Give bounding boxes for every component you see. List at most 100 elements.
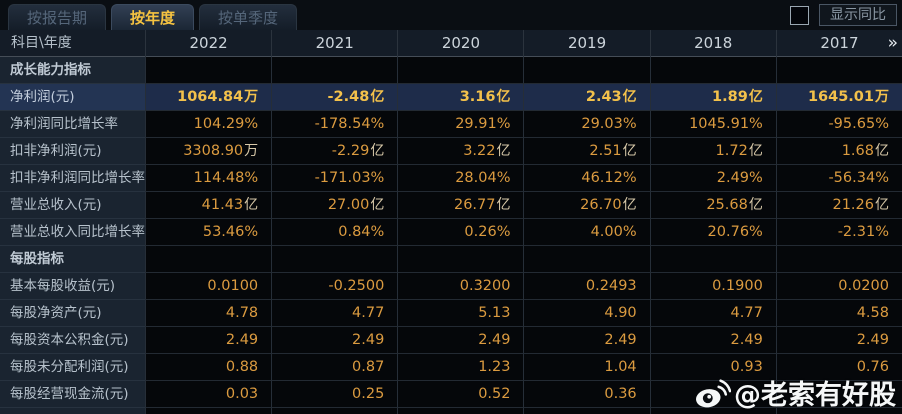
table-cell: 1645.01万 <box>775 84 902 111</box>
row-label: 每股经营现金流(元) <box>0 381 145 408</box>
table-row[interactable]: 净利润(元) 1064.84万 -2.48亿 3.16亿 2.43亿 1.89亿 1645.… <box>0 84 902 111</box>
table-cell: 0.52 <box>397 381 524 408</box>
table-cell: 104.29% <box>145 111 272 138</box>
table-cell <box>649 381 776 408</box>
table-cell <box>649 246 776 273</box>
table-cell <box>271 408 398 414</box>
table-cell: 0.93 <box>649 354 776 381</box>
show-yoy-button[interactable]: 显示同比 <box>819 4 897 26</box>
table-cell <box>523 246 650 273</box>
tab-by-report-period[interactable]: 按报告期 <box>8 4 107 30</box>
table-cell: 4.77 <box>271 300 398 327</box>
table-cell: 0.1900 <box>649 273 776 300</box>
row-label: 净利润(元) <box>0 84 145 111</box>
table-cell: 29.91% <box>397 111 524 138</box>
table-cell: 2.49 <box>775 327 902 354</box>
table-cell: 0.36 <box>523 381 650 408</box>
row-label: 每股净资产(元) <box>0 300 145 327</box>
table-cell: 0.88 <box>145 354 272 381</box>
table-cell: 2.49 <box>649 327 776 354</box>
table-cell: 4.00% <box>523 219 650 246</box>
table-cell: -2.48亿 <box>271 84 398 111</box>
row-label: 营业总收入同比增长率 <box>0 219 145 246</box>
table-cell: 3308.90万 <box>145 138 272 165</box>
table-row[interactable]: 营业总收入(元) 41.43亿 27.00亿 26.77亿 26.70亿 25.68亿 21… <box>0 192 902 219</box>
table-row[interactable]: 每股经营现金流(元) 0.03 0.25 0.52 0.36 <box>0 381 902 408</box>
table-cell: 4.77 <box>649 300 776 327</box>
table-header-row: 科目\年度 2022 2021 2020 2019 2018 2017» <box>0 30 902 57</box>
table-cell: 0.76 <box>775 354 902 381</box>
table-cell: 0.84% <box>271 219 398 246</box>
table-body: 成长能力指标 净利润(元) 1064.84万 -2.48亿 3.16亿 2.43亿 1.89… <box>0 57 902 414</box>
table-cell: 1.72亿 <box>649 138 776 165</box>
row-label: 每股指标 <box>0 246 145 273</box>
table-cell: 2.49 <box>271 327 398 354</box>
table-cell: 1.04 <box>523 354 650 381</box>
table-cell <box>649 408 776 414</box>
table-cell: 0.0200 <box>775 273 902 300</box>
table-row[interactable]: 营业总收入同比增长率 53.46% 0.84% 0.26% 4.00% 20.76% -2.… <box>0 219 902 246</box>
table-cell: 0.87 <box>271 354 398 381</box>
table-cell: -95.65% <box>775 111 902 138</box>
table-cell: 2.49% <box>649 165 776 192</box>
tab-by-year[interactable]: 按年度 <box>111 4 195 30</box>
table-cell: 1064.84万 <box>145 84 272 111</box>
table-cell: 25.68亿 <box>649 192 776 219</box>
table-cell <box>271 57 398 84</box>
row-label <box>0 408 145 414</box>
table-cell: 2.43亿 <box>523 84 650 111</box>
table-cell: 1045.91% <box>649 111 776 138</box>
row-label: 成长能力指标 <box>0 57 145 84</box>
table-row[interactable]: 扣非净利润同比增长率 114.48% -171.03% 28.04% 46.12% 2.4… <box>0 165 902 192</box>
table-cell: -0.2500 <box>271 273 398 300</box>
table-cell: 0.2493 <box>523 273 650 300</box>
year-column-header: 2017» <box>775 30 902 57</box>
table-row[interactable]: 每股未分配利润(元) 0.88 0.87 1.23 1.04 0.93 0.76 <box>0 354 902 381</box>
year-column-header: 2020 <box>397 30 523 57</box>
table-cell: 46.12% <box>523 165 650 192</box>
table-cell <box>775 246 902 273</box>
table-cell <box>775 57 902 84</box>
table-row[interactable]: 基本每股收益(元) 0.0100 -0.2500 0.3200 0.2493 0.1900… <box>0 273 902 300</box>
table-cell: -56.34% <box>775 165 902 192</box>
table-cell: 5.13 <box>397 300 524 327</box>
row-label: 净利润同比增长率 <box>0 111 145 138</box>
table-cell: 1.68亿 <box>775 138 902 165</box>
table-cell: 20.76% <box>649 219 776 246</box>
table-row[interactable]: 扣非净利润(元) 3308.90万 -2.29亿 3.22亿 2.51亿 1.72亿 1.6… <box>0 138 902 165</box>
table-cell: 4.58 <box>775 300 902 327</box>
table-cell: 0.0100 <box>145 273 272 300</box>
table-row <box>0 408 902 414</box>
table-cell <box>523 408 650 414</box>
table-cell: -178.54% <box>271 111 398 138</box>
table-cell: 53.46% <box>145 219 272 246</box>
table-cell: -171.03% <box>271 165 398 192</box>
table-cell <box>397 57 524 84</box>
table-cell: 2.49 <box>523 327 650 354</box>
table-cell: 2.51亿 <box>523 138 650 165</box>
table-row[interactable]: 每股净资产(元) 4.78 4.77 5.13 4.90 4.77 4.58 <box>0 300 902 327</box>
tab-by-quarter[interactable]: 按单季度 <box>199 4 298 30</box>
table-cell: 28.04% <box>397 165 524 192</box>
more-years-chevron-icon[interactable]: » <box>887 33 898 53</box>
table-cell <box>649 57 776 84</box>
table-cell: 0.3200 <box>397 273 524 300</box>
table-cell: 21.26亿 <box>775 192 902 219</box>
row-label: 扣非净利润(元) <box>0 138 145 165</box>
table-cell: 3.16亿 <box>397 84 524 111</box>
year-column-header: 2022 <box>145 30 271 57</box>
table-cell <box>145 246 272 273</box>
table-cell <box>397 408 524 414</box>
table-row[interactable]: 每股资本公积金(元) 2.49 2.49 2.49 2.49 2.49 2.49 <box>0 327 902 354</box>
row-label: 营业总收入(元) <box>0 192 145 219</box>
table-row: 成长能力指标 <box>0 57 902 84</box>
show-yoy-checkbox[interactable] <box>790 5 809 25</box>
table-cell: 29.03% <box>523 111 650 138</box>
table-cell: 1.23 <box>397 354 524 381</box>
table-row[interactable]: 净利润同比增长率 104.29% -178.54% 29.91% 29.03% 1045.… <box>0 111 902 138</box>
table-cell: -2.31% <box>775 219 902 246</box>
table-cell: 0.25 <box>271 381 398 408</box>
table-cell <box>397 246 524 273</box>
year-column-header: 2019 <box>523 30 649 57</box>
row-label: 每股资本公积金(元) <box>0 327 145 354</box>
